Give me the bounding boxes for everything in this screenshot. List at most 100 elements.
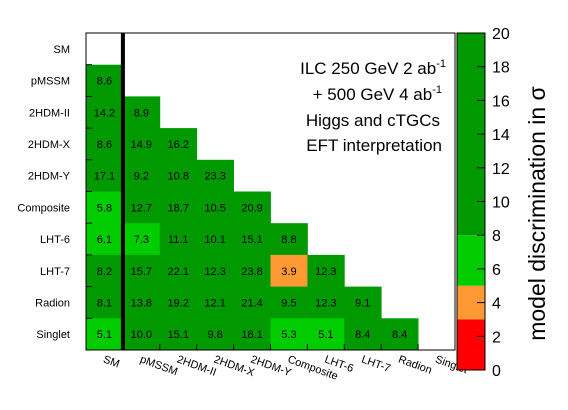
heatmap-cell-LHT-6-2HDM-II [159,223,198,256]
colorbar-tick-label-18: 18 [492,60,510,77]
heatmap-cell-2HDM-Y-2HDM-X [196,159,234,192]
x-tick-label-2HDM-II: 2HDM-II [175,354,218,379]
cell-value-Radion-2HDM-X: 12.1 [204,297,225,309]
cell-value-Radion-2HDM-II: 19.2 [168,297,189,309]
x-tick-label-pMSSM: pMSSM [138,354,179,379]
y-tick-label-pMSSM: pMSSM [31,76,70,88]
cell-value-LHT-6-2HDM-X: 10.1 [204,234,225,246]
y-tick-label-2HDM-II: 2HDM-II [29,107,70,119]
heatmap-cell-LHT-7-Composite [270,254,308,287]
heatmap-cell-2HDM-X-2HDM-II [159,128,198,161]
run-scenario-annotation: ILC 250 GeV 2 ab-1+ 500 GeV 4 ab-1Higgs … [300,58,446,155]
annotation-superscript: -1 [436,58,446,70]
heatmap-cells [86,64,419,351]
heatmap-cell-Radion-LHT-7 [344,286,382,319]
cell-value-Singlet-LHT-7: 8.4 [355,329,370,341]
cell-value-Singlet-Radion: 8.4 [392,329,407,341]
heatmap-cell-2HDM-Y-SM [86,159,124,192]
x-tick-label-Radion: Radion [397,354,434,377]
heatmap-cell-LHT-7-pMSSM [122,254,161,287]
cell-value-LHT-7-Composite: 3.9 [281,266,296,278]
cell-value-pMSSM-SM: 8.6 [97,76,112,88]
cell-value-LHT-7-2HDM-Y: 23.8 [241,266,262,278]
heatmap-cell-LHT-7-2HDM-X [196,254,234,287]
cell-value-LHT-7-2HDM-II: 22.1 [168,266,189,278]
heatmap-cell-Singlet-Radion [381,318,419,351]
heatmap-cell-Radion-LHT-6 [307,286,345,319]
heatmap-cell-2HDM-X-SM [86,128,124,161]
cell-value-Composite-pMSSM: 12.7 [131,202,152,214]
heatmap-cell-2HDM-Y-pMSSM [122,159,161,192]
annotation-text: ILC 250 GeV 2 ab [300,59,436,78]
heatmap-cell-Composite-pMSSM [122,191,161,224]
x-tick-label-2HDM-X: 2HDM-X [212,354,256,380]
y-tick-label-SM: SM [54,44,71,56]
heatmap-cell-Radion-2HDM-X [196,286,234,319]
axis-ticks [85,32,456,351]
y-tick-label-Singlet: Singlet [36,329,70,341]
heatmap-cell-Composite-2HDM-X [196,191,234,224]
y-tick-label-Radion: Radion [35,297,70,309]
heatmap-cell-Singlet-2HDM-X [196,318,234,351]
heatmap-cell-2HDM-Y-2HDM-II [159,159,198,192]
cell-value-Composite-SM: 5.8 [97,202,112,214]
y-tick-label-Composite: Composite [17,202,70,214]
cell-value-LHT-6-2HDM-II: 11.1 [168,234,189,246]
cell-value-LHT-6-SM: 6.1 [97,234,112,246]
heatmap-cell-LHT-6-2HDM-Y [233,223,271,256]
colorbar [456,32,486,371]
heatmap-cell-LHT-7-2HDM-II [159,254,198,287]
heatmap-cell-Radion-2HDM-Y [233,286,271,319]
heatmap-cell-2HDM-II-pMSSM [122,96,161,129]
colorbar-tick-label-6: 6 [492,262,501,279]
heatmap-cell-Radion-SM [86,286,124,319]
annotation-line-3: Higgs and cTGCs [306,111,440,130]
cell-value-Singlet-2HDM-Y: 18.1 [241,329,262,341]
cell-value-Singlet-pMSSM: 10.0 [131,329,152,341]
annotation-text: EFT interpretation [306,136,442,155]
colorbar-tick-label-10: 10 [492,195,510,212]
colorbar-tick-label-4: 4 [492,296,501,313]
heatmap-cell-Radion-2HDM-II [159,286,198,319]
x-tick-label-LHT-7: LHT-7 [360,354,392,376]
y-tick-label-2HDM-Y: 2HDM-Y [28,171,71,183]
heatmap-cell-Singlet-2HDM-II [159,318,198,351]
heatmap-cell-LHT-7-SM [86,254,124,287]
y-axis-tick-labels: SM pMSSM 2HDM-II 2HDM-X 2HDM-Y Composite LHT-6… [17,44,70,341]
cell-value-LHT-7-LHT-6: 12.3 [315,266,336,278]
annotation-text: Higgs and cTGCs [306,111,440,130]
heatmap-cell-pMSSM-SM [86,64,124,97]
colorbar-bin-2 [457,235,485,286]
heatmap-cell-Singlet-2HDM-Y [233,318,271,351]
annotation-text: + 500 GeV 4 ab [313,85,433,104]
heatmap-cell-LHT-7-LHT-6 [307,254,345,287]
y-tick-label-LHT-6: LHT-6 [40,234,70,246]
heatmap-cell-Singlet-LHT-6 [307,318,345,351]
annotation-line-1: ILC 250 GeV 2 ab-1 [300,58,446,78]
cell-value-2HDM-Y-pMSSM: 9.2 [134,171,149,183]
cell-value-Radion-2HDM-Y: 21.4 [241,297,262,309]
heatmap-cell-Singlet-pMSSM [122,318,161,351]
cell-value-2HDM-X-SM: 8.6 [97,139,112,151]
heatmap-cell-Composite-2HDM-Y [233,191,271,224]
heatmap-value-labels: 8.6 14.2 8.9 8.6 14.9 16.2 17.1 9.2 10.8 23.3 5.8 1… [94,76,408,342]
y-tick-label-2HDM-X: 2HDM-X [28,139,71,151]
colorbar-tick-label-14: 14 [492,127,510,144]
cell-value-Singlet-2HDM-II: 15.1 [168,329,189,341]
colorbar-bin-0 [457,319,485,370]
cell-value-LHT-7-pMSSM: 15.7 [131,266,152,278]
cell-value-Radion-LHT-7: 9.1 [355,297,370,309]
heatmap-cell-LHT-6-pMSSM [122,223,161,256]
colorbar-tick-label-0: 0 [492,363,501,380]
heatmap-cell-2HDM-II-SM [86,96,124,129]
colorbar-tick-label-8: 8 [492,228,501,245]
annotation-line-4: EFT interpretation [306,136,442,155]
cell-value-Radion-SM: 8.1 [97,297,112,309]
heatmap-cell-LHT-7-2HDM-Y [233,254,271,287]
cell-value-Singlet-LHT-6: 5.1 [318,329,333,341]
annotation-superscript: -1 [432,84,442,96]
cell-value-2HDM-II-SM: 14.2 [94,107,115,119]
heatmap-cell-Radion-Composite [270,286,308,319]
colorbar-tick-label-12: 12 [492,161,510,178]
colorbar-tick-label-20: 20 [492,26,510,43]
